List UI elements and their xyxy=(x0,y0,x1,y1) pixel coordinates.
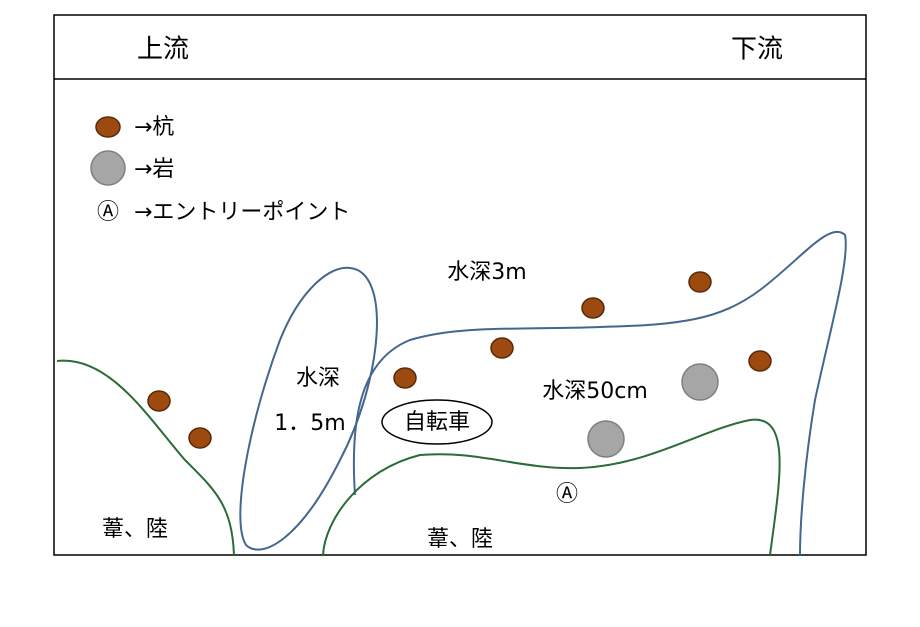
rock xyxy=(587,420,625,458)
rock xyxy=(681,363,719,401)
river-channel xyxy=(352,230,847,556)
legend-symbol: Ⓐ xyxy=(97,200,119,225)
legend-label: →エントリーポイント xyxy=(134,200,350,225)
legend-post xyxy=(95,116,121,138)
bottom-bank xyxy=(322,418,781,556)
bank-label: 葦、陸 xyxy=(102,517,168,542)
depth-label: 1．5m xyxy=(274,411,345,436)
upstream-label: 上流 xyxy=(137,35,189,65)
legend-rock xyxy=(90,150,126,186)
legend-label: →杭 xyxy=(134,115,174,140)
post xyxy=(688,271,712,293)
post xyxy=(748,350,772,372)
post xyxy=(393,367,417,389)
depth-label: 水深50cm xyxy=(542,379,648,404)
left-bank xyxy=(56,359,235,556)
post xyxy=(581,297,605,319)
depth-label: 水深3m xyxy=(447,260,526,285)
deep-pool xyxy=(239,266,378,551)
post xyxy=(188,427,212,449)
post xyxy=(490,337,514,359)
bicycle-outline xyxy=(381,399,493,445)
legend-label: →岩 xyxy=(134,157,174,182)
bicycle-label: 自転車 xyxy=(404,410,470,435)
frame xyxy=(53,14,867,556)
depth-label: 水深 xyxy=(296,366,340,391)
entry-point: Ⓐ xyxy=(556,482,578,507)
bank-label: 葦、陸 xyxy=(427,527,493,552)
downstream-label: 下流 xyxy=(731,35,783,65)
post xyxy=(147,390,171,412)
